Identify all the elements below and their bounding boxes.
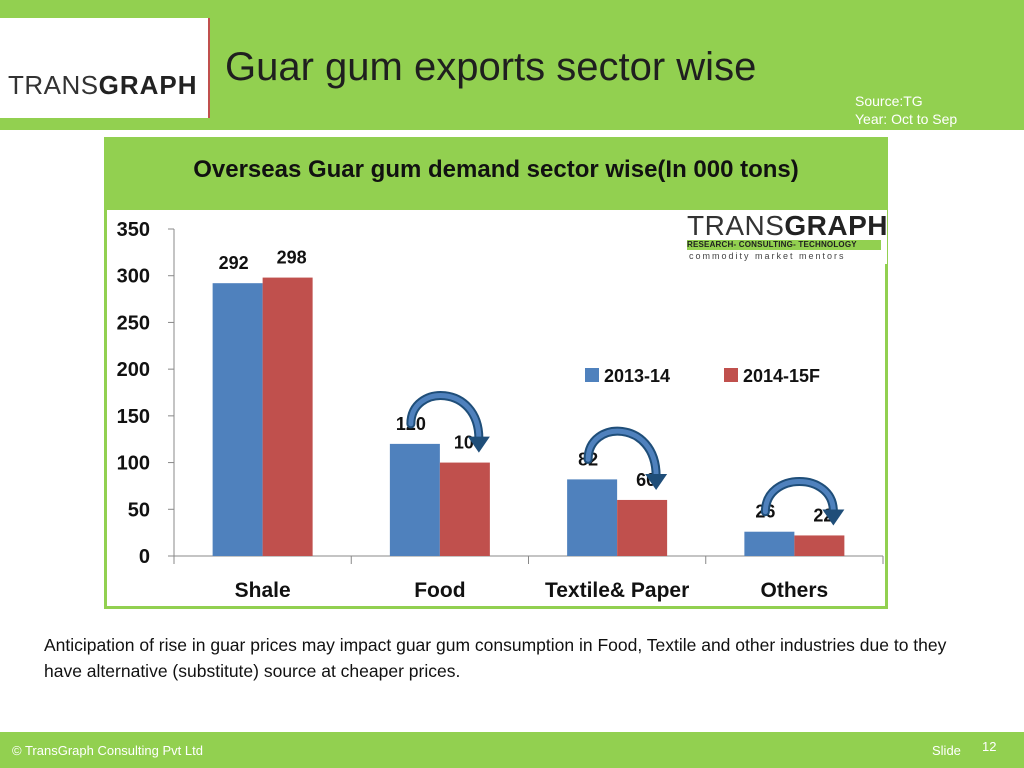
y-tick-label: 350: [117, 219, 150, 241]
x-tick-label: Shale: [235, 579, 291, 602]
bar: [794, 535, 845, 556]
logo-bold: GRAPH: [98, 70, 198, 100]
y-tick-label: 150: [117, 406, 150, 428]
legend-swatch: [585, 368, 599, 382]
copyright: © TransGraph Consulting Pvt Ltd: [12, 743, 203, 758]
decline-arrow-head: [467, 436, 490, 453]
y-tick-label: 50: [128, 499, 150, 521]
header-band: TRANSGRAPH Guar gum exports sector wise …: [0, 0, 1024, 130]
legend-label: 2014-15F: [743, 366, 820, 386]
footnote: Anticipation of rise in guar prices may …: [44, 635, 947, 681]
y-tick-label: 200: [117, 359, 150, 381]
bar: [389, 443, 440, 556]
bar: [262, 277, 313, 556]
chart-title: Overseas Guar gum demand sector wise(In …: [193, 156, 799, 183]
chart-logo: TRANSGRAPH RESEARCH- CONSULTING- TECHNOL…: [685, 210, 889, 264]
bar: [617, 499, 668, 556]
decline-arrow-inner: [762, 479, 836, 515]
bar: [212, 283, 263, 556]
bar: [439, 462, 490, 556]
x-tick-label: Others: [761, 579, 829, 602]
legend-label: 2013-14: [604, 366, 670, 386]
chart-logo-subline: commodity market mentors: [689, 251, 846, 261]
decline-arrow-inner: [408, 393, 482, 442]
source-note: Source:TG Year: Oct to Sep: [855, 92, 957, 128]
slide-label: Slide: [932, 743, 961, 758]
y-tick-label: 0: [139, 546, 150, 568]
data-label: 292: [219, 253, 249, 273]
y-tick-label: 300: [117, 266, 150, 288]
page-title: Guar gum exports sector wise: [225, 45, 757, 89]
chart-logo-tagline: RESEARCH- CONSULTING- TECHNOLOGY: [687, 240, 881, 250]
y-tick-label: 250: [117, 312, 150, 334]
source-line: Source:TG: [855, 93, 923, 109]
bar: [744, 531, 795, 556]
logo-prefix: TRANS: [8, 70, 99, 100]
chart-logo-prefix: TRANS: [687, 210, 785, 241]
footer-band: © TransGraph Consulting Pvt Ltd Slide 12: [0, 732, 1024, 768]
transgraph-logo: TRANSGRAPH: [0, 18, 210, 118]
chart-logo-bold: GRAPH: [784, 210, 889, 241]
chart-title-band: Overseas Guar gum demand sector wise(In …: [107, 140, 885, 210]
y-tick-label: 100: [117, 453, 150, 475]
data-label: 298: [277, 248, 307, 268]
legend-swatch: [724, 368, 738, 382]
bar: [567, 479, 618, 556]
x-tick-label: Food: [414, 579, 465, 602]
decline-arrow-head: [822, 509, 845, 526]
decline-arrow-head: [645, 473, 668, 490]
decline-arrow-inner: [585, 428, 659, 479]
slide-number: 12: [982, 739, 997, 754]
year-line: Year: Oct to Sep: [855, 111, 958, 127]
x-tick-label: Textile& Paper: [545, 579, 689, 602]
